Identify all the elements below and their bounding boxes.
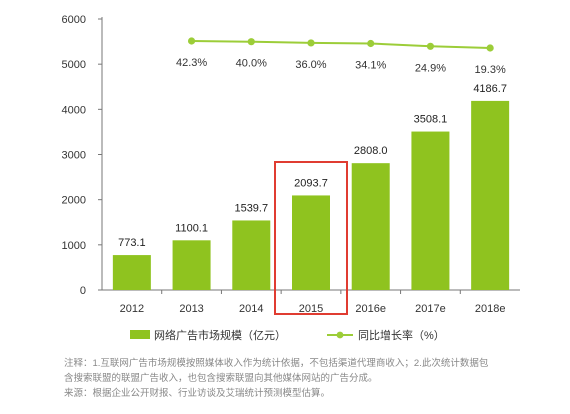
bar xyxy=(172,240,211,290)
growth-point xyxy=(486,44,494,52)
bar xyxy=(351,163,390,290)
y-tick-label: 1000 xyxy=(62,240,86,252)
y-tick-label: 0 xyxy=(80,285,86,297)
x-tick-label: 2013 xyxy=(179,303,203,315)
growth-line xyxy=(191,40,491,49)
x-tick-label: 2012 xyxy=(120,303,144,315)
growth-value-label: 24.9% xyxy=(415,62,446,74)
growth-point xyxy=(426,42,435,50)
bar xyxy=(471,100,510,290)
note-line-2: 含搜索联盟的联盟广告收入，也包含搜索联盟向其他媒体网站的广告分成。 xyxy=(64,373,378,384)
legend-bar-label: 网络广告市场规模（亿元） xyxy=(154,328,286,342)
x-tick-label: 2016e xyxy=(355,303,386,315)
bar-value-label: 1539.7 xyxy=(234,202,268,214)
growth-point xyxy=(187,37,196,45)
growth-value-label: 36.0% xyxy=(295,59,326,71)
y-tick-label: 4000 xyxy=(62,104,86,116)
bar xyxy=(292,195,330,290)
legend-line-marker xyxy=(336,331,344,339)
x-tick-label: 2018e xyxy=(475,303,506,315)
growth-value-label: 40.0% xyxy=(236,58,267,70)
bar-value-label: 2093.7 xyxy=(294,177,328,189)
bar xyxy=(411,131,450,290)
x-tick-label: 2014 xyxy=(239,303,263,315)
growth-line-series: 42.3% 40.0% 36.0% 34.1% 24.9% 19.3% xyxy=(176,37,506,76)
growth-value-label: 42.3% xyxy=(176,57,207,69)
bar-value-label: 3508.1 xyxy=(414,114,448,126)
bar-value-label: 1100.1 xyxy=(175,222,208,234)
growth-point xyxy=(307,39,315,47)
bar-value-label: 773.1 xyxy=(118,237,146,249)
highlight-group xyxy=(274,161,348,315)
x-axis: 2012 2013 2014 2015 2016e 2017e 2018e xyxy=(102,289,520,315)
legend-bar-swatch xyxy=(130,330,150,339)
note-source: 来源：根据企业公开财报、行业访谈及艾瑞统计预测模型估算。 xyxy=(64,388,331,399)
y-tick-label: 6000 xyxy=(62,14,86,26)
y-tick-label: 5000 xyxy=(62,59,86,71)
growth-point xyxy=(247,38,255,46)
y-tick-label: 2000 xyxy=(62,195,86,207)
bar xyxy=(232,220,271,290)
growth-point xyxy=(367,39,375,48)
x-tick-label: 2017e xyxy=(415,303,446,315)
highlight-box xyxy=(274,161,348,315)
bar-value-label: 4186.7 xyxy=(473,83,507,95)
y-tick-label: 3000 xyxy=(62,150,86,162)
x-tick-label: 2015 xyxy=(299,303,323,315)
chart-notes: 注释：1.互联网广告市场规模按照媒体收入作为统计依据，不包括渠道代理商收入；2.… xyxy=(64,356,564,401)
growth-value-label: 34.1% xyxy=(355,59,386,71)
y-axis: 0 1000 2000 3000 4000 5000 6000 xyxy=(62,14,103,297)
legend: 网络广告市场规模（亿元） 同比增长率（%） xyxy=(130,328,445,342)
bar-series: 773.1 1100.1 1539.7 2093.7 2808.0 3508.1 4186.… xyxy=(112,83,510,290)
bar-value-label: 2808.0 xyxy=(354,145,388,157)
growth-value-label: 19.3% xyxy=(475,64,506,76)
legend-line-label: 同比增长率（%） xyxy=(358,328,445,342)
note-line-1: 注释：1.互联网广告市场规模按照媒体收入作为统计依据，不包括渠道代理商收入；2.… xyxy=(64,358,489,369)
bar xyxy=(112,255,151,290)
